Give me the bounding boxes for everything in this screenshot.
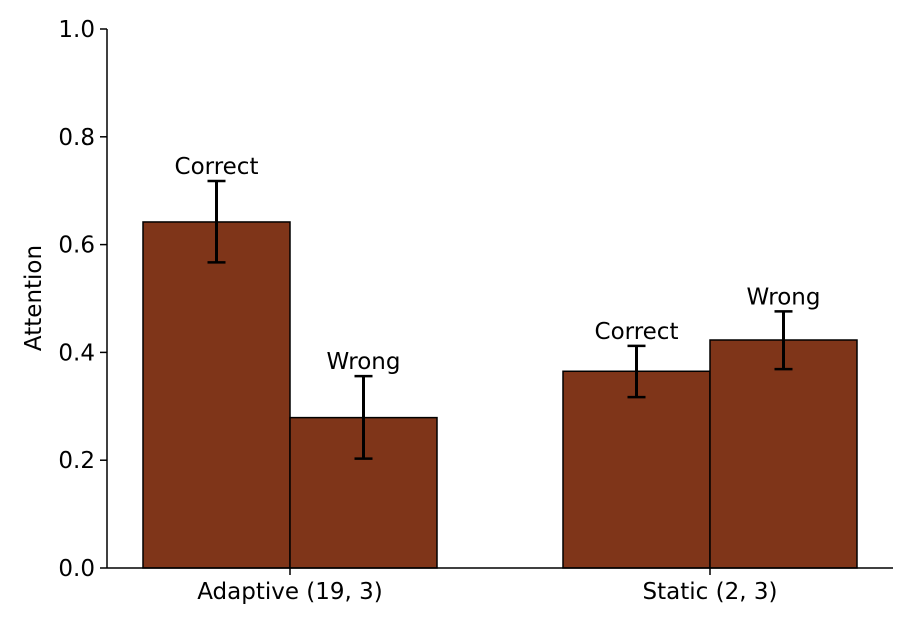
x-tick-label: Static (2, 3) xyxy=(643,579,778,605)
x-tick-label: Adaptive (19, 3) xyxy=(197,579,383,605)
bars xyxy=(142,221,858,569)
x-ticks: Adaptive (19, 3) Static (2, 3) xyxy=(197,568,777,605)
bar-label-wrong-1: Wrong xyxy=(747,284,821,310)
bar-correct-1 xyxy=(562,370,711,569)
y-tick-label: 0.0 xyxy=(58,556,95,582)
bar-wrong-1 xyxy=(709,339,858,569)
bar-correct-0 xyxy=(142,221,291,569)
y-tick-label: 0.6 xyxy=(58,233,95,259)
bar-label-wrong-0: Wrong xyxy=(327,349,401,375)
bar-label-correct-0: Correct xyxy=(175,154,259,180)
y-tick-label: 1.0 xyxy=(58,17,95,43)
y-axis-label: Attention xyxy=(21,245,47,351)
y-tick-label: 0.8 xyxy=(58,125,95,151)
axes xyxy=(106,29,893,569)
error-bars xyxy=(207,179,793,460)
error-bar-wrong-1 xyxy=(774,310,793,371)
y-ticks: 0.0 0.2 0.4 0.6 0.8 1.0 xyxy=(58,17,107,582)
y-tick-label: 0.4 xyxy=(58,340,95,366)
error-bar-wrong-0 xyxy=(354,374,373,460)
error-bar-correct-0 xyxy=(207,179,226,264)
bar-labels: Correct Correct Wrong Wrong xyxy=(175,154,821,375)
y-tick-label: 0.2 xyxy=(58,448,95,474)
error-bar-correct-1 xyxy=(627,344,646,399)
bar-label-correct-1: Correct xyxy=(595,319,679,345)
